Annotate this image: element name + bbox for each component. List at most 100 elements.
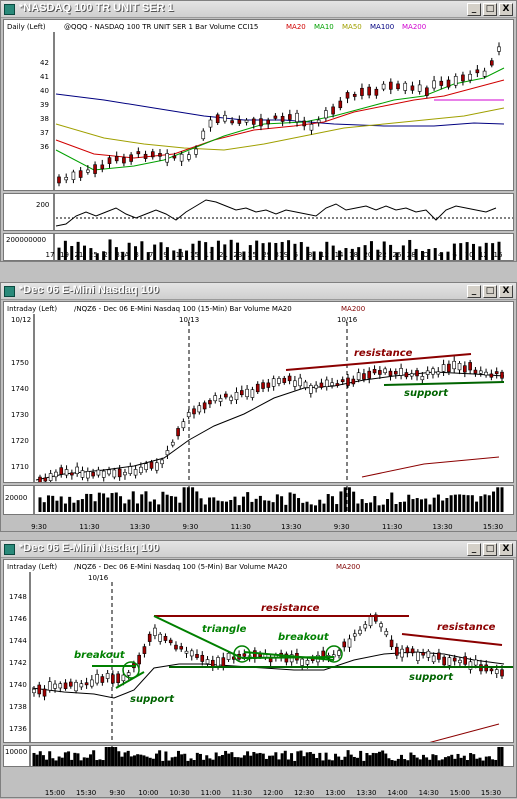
volume-bar [205, 755, 209, 766]
price-pane[interactable]: Daily (Left) @QQQ - NASDAQ 100 TR UNIT S… [3, 19, 514, 191]
volume-bar [381, 750, 385, 766]
x-tick-label: 6 [293, 251, 298, 259]
volume-bar [364, 503, 368, 512]
volume-bar [399, 754, 403, 766]
minimize-button[interactable]: _ [467, 285, 481, 298]
candle [425, 370, 430, 375]
volume-bar [214, 752, 218, 766]
candle [367, 86, 371, 96]
volume-bar [305, 752, 309, 766]
study-ma10: MA10 [314, 23, 334, 31]
volume-bar [409, 752, 413, 766]
candle [389, 639, 394, 648]
volume-bar [403, 501, 407, 512]
volume-bar [111, 747, 115, 766]
candle [184, 650, 189, 654]
candle [404, 372, 409, 378]
close-button[interactable]: X [499, 285, 513, 298]
volume-bar [382, 241, 386, 260]
title-bar[interactable]: *NASDAQ 100 TR UNIT SER 1 _ □ X [1, 1, 516, 18]
close-button[interactable]: X [499, 543, 513, 556]
candle [70, 472, 74, 476]
volume-pane[interactable]: 10000 [3, 745, 514, 767]
candle [416, 651, 420, 661]
candle [213, 395, 218, 402]
maximize-button[interactable]: □ [483, 3, 497, 16]
candle [242, 653, 247, 657]
x-tick-label: 23 [233, 251, 242, 259]
x-tick-label: 19 [60, 251, 69, 259]
volume-bar [359, 750, 363, 766]
candle [179, 646, 184, 650]
title-bar[interactable]: *Dec 06 E-Mini Nasdaq 100 _ □ X [1, 283, 516, 300]
volume-bar [236, 757, 240, 766]
volume-bar [446, 251, 450, 260]
candle [43, 477, 48, 482]
candle [48, 473, 53, 481]
volume-bar [140, 494, 144, 512]
volume-bar [275, 494, 279, 512]
candle [53, 683, 57, 689]
volume-bar [286, 759, 290, 766]
candle [446, 79, 451, 88]
volume-bar [126, 750, 130, 766]
close-button[interactable]: X [499, 3, 513, 16]
candle [126, 672, 131, 676]
volume-bar [350, 248, 354, 260]
volume-bar [277, 759, 281, 766]
volume-bar [292, 493, 296, 512]
candle [342, 641, 347, 648]
candle [426, 650, 431, 658]
cci-pane[interactable]: 200 [3, 193, 514, 231]
price-tick: 1720 [11, 437, 29, 445]
candle [373, 614, 378, 622]
candle [288, 114, 292, 120]
title-bar[interactable]: *Dec 06 E-Mini Nasdaq 100 _ □ X [1, 541, 516, 558]
volume-bar [114, 492, 118, 512]
candle [447, 657, 452, 666]
volume-bar [169, 496, 173, 512]
volume-bar [378, 751, 382, 766]
volume-bar [174, 496, 178, 512]
volume-bar [186, 487, 190, 512]
candle [383, 368, 387, 374]
volume-bar [458, 494, 462, 512]
volume-bar [459, 243, 463, 260]
x-tick-label: 14:30 [419, 789, 439, 797]
volume-pane[interactable]: 200000000 [3, 233, 514, 261]
volume-bar [497, 241, 501, 260]
volume-bar [254, 498, 258, 512]
minimize-button[interactable]: _ [467, 3, 481, 16]
price-pane[interactable]: Intraday (Left) /NQZ6 - Dec 06 E-Mini Na… [3, 559, 514, 743]
volume-bar [241, 496, 245, 512]
volume-bar [267, 242, 271, 260]
volume-bar [428, 759, 432, 766]
maximize-button[interactable]: □ [483, 543, 497, 556]
x-tick-label: 26 [392, 251, 401, 259]
candle [280, 115, 285, 122]
candle [403, 82, 408, 91]
candle [186, 412, 191, 418]
volume-bar [440, 252, 444, 260]
volume-bar [324, 752, 328, 766]
volume-bar [108, 239, 112, 260]
volume-bar [76, 500, 80, 512]
volume-bar [178, 248, 182, 260]
volume-bar [63, 752, 67, 766]
volume-bar [280, 241, 284, 260]
candle [500, 669, 504, 677]
volume-pane[interactable]: 20000 [3, 485, 514, 515]
volume-bar [85, 757, 89, 766]
volume-bar [57, 756, 61, 766]
volume-bar [176, 750, 180, 766]
volume-bar [242, 251, 246, 260]
maximize-button[interactable]: □ [483, 285, 497, 298]
price-pane[interactable]: Intraday (Left) /NQZ6 - Dec 06 E-Mini Na… [3, 301, 514, 483]
candle [95, 674, 99, 684]
volume-bar [462, 494, 466, 512]
minimize-button[interactable]: _ [467, 543, 481, 556]
candle [363, 624, 368, 629]
volume-bar [236, 242, 240, 260]
candle [356, 372, 361, 380]
volume-bar [360, 499, 364, 512]
